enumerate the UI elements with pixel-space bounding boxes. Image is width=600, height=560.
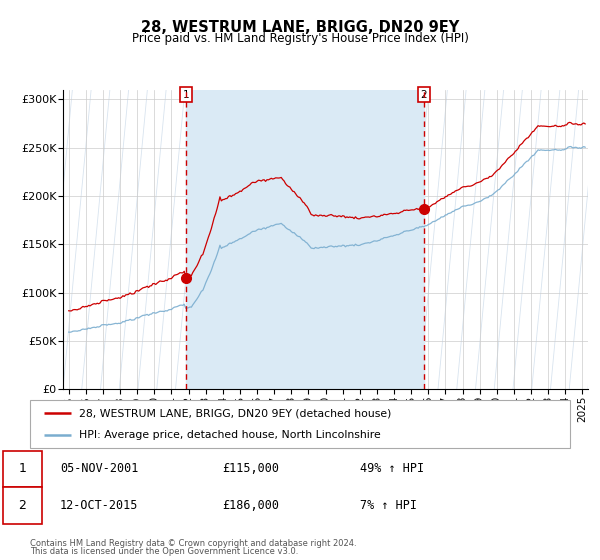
Text: 28, WESTRUM LANE, BRIGG, DN20 9EY (detached house): 28, WESTRUM LANE, BRIGG, DN20 9EY (detac…	[79, 408, 391, 418]
Text: Price paid vs. HM Land Registry's House Price Index (HPI): Price paid vs. HM Land Registry's House …	[131, 32, 469, 45]
Text: 28, WESTRUM LANE, BRIGG, DN20 9EY: 28, WESTRUM LANE, BRIGG, DN20 9EY	[141, 20, 459, 35]
Text: 49% ↑ HPI: 49% ↑ HPI	[360, 463, 424, 475]
Text: £186,000: £186,000	[222, 499, 279, 512]
Text: 05-NOV-2001: 05-NOV-2001	[60, 463, 139, 475]
Text: 1: 1	[182, 90, 189, 100]
Text: £115,000: £115,000	[222, 463, 279, 475]
Text: Contains HM Land Registry data © Crown copyright and database right 2024.: Contains HM Land Registry data © Crown c…	[30, 539, 356, 548]
Text: 2: 2	[421, 90, 427, 100]
Text: 7% ↑ HPI: 7% ↑ HPI	[360, 499, 417, 512]
Text: 1: 1	[19, 463, 26, 475]
Bar	[186, 90, 424, 389]
Text: This data is licensed under the Open Government Licence v3.0.: This data is licensed under the Open Gov…	[30, 547, 298, 556]
Text: 12-OCT-2015: 12-OCT-2015	[60, 499, 139, 512]
Text: HPI: Average price, detached house, North Lincolnshire: HPI: Average price, detached house, Nort…	[79, 430, 380, 440]
Text: 2: 2	[19, 499, 26, 512]
FancyBboxPatch shape	[30, 400, 570, 448]
